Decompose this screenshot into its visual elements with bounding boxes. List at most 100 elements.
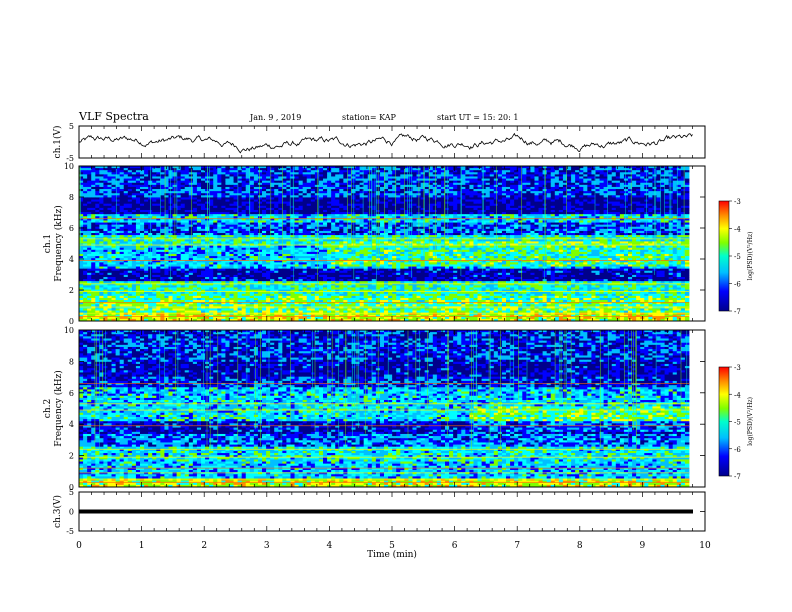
ch1-spectrogram-cell: [140, 178, 145, 182]
ch1-spectrogram-cell: [213, 218, 218, 221]
ch1-spectrogram-cell: [262, 172, 267, 175]
ch1-spectrogram-cell: [408, 218, 413, 221]
ch1-spectrogram-cell: [278, 195, 283, 198]
ch1-spectrogram-cell: [144, 207, 149, 211]
ch1-spectrogram-cell: [201, 216, 206, 219]
ch1-spectrogram-cell: [461, 186, 466, 190]
ch1-spectrogram-cell: [119, 168, 125, 171]
ch1-spectrogram-cell: [676, 199, 682, 202]
ch1-spectrogram-cell: [550, 180, 556, 184]
ch1-spectrogram-cell: [420, 172, 426, 175]
ch1-spectrogram-cell: [237, 176, 243, 179]
ch1-spectrogram-cell: [83, 201, 88, 205]
ch1-spectrogram-cell: [192, 203, 198, 207]
ch1-spectrogram-cell: [445, 212, 450, 215]
ch1-spectrogram-cell: [180, 216, 186, 219]
ch1-spectrogram-cell: [363, 172, 369, 175]
ch1-spectrogram-cell: [164, 193, 169, 196]
ch1-spectrogram-cell: [306, 205, 312, 209]
ch1-spectrogram-cell: [225, 203, 230, 207]
ch1-spectrogram-cell: [656, 178, 661, 182]
ch1-spectrogram-cell: [298, 180, 304, 184]
ch1-spectrogram-cell: [225, 195, 230, 198]
ch1-spectrogram-cell: [327, 216, 332, 219]
ch1-spectrogram-cell: [648, 203, 653, 207]
ch1-spectrogram-cell: [266, 191, 271, 194]
ch1-spectrogram-cell: [676, 176, 682, 179]
ch1-spectrogram-cell: [318, 166, 324, 169]
ch1-spectrogram-cell: [384, 168, 389, 171]
ch1-spectrogram-cell: [257, 209, 263, 213]
ch1-spectrogram-cell: [562, 182, 568, 186]
ch1-spectrogram-cell: [367, 174, 373, 177]
ch1-spectrogram-cell: [640, 186, 645, 190]
ch1-spectrogram-cell: [522, 216, 527, 219]
ch1-spectrogram-cell: [290, 205, 295, 209]
ch1-spectrogram-cell: [432, 205, 438, 209]
ch1-spectrogram-cell: [225, 186, 230, 190]
ch1-spectrogram-cell: [599, 170, 604, 173]
ch1-spectrogram-cell: [449, 186, 454, 190]
ch1-spectrogram-cell: [99, 189, 104, 192]
ch1-spectrogram-cell: [201, 170, 206, 173]
ch1-spectrogram-cell: [363, 214, 369, 217]
ch1-spectrogram-cell: [493, 214, 499, 217]
ch1-spectrogram-cell: [290, 184, 295, 188]
ch1-spectrogram-cell: [465, 199, 470, 202]
ch1-spectrogram-cell: [371, 166, 377, 169]
ch1-spectrogram-cell: [274, 195, 279, 198]
ch1-spectrogram-cell: [412, 186, 417, 190]
ch1-spectrogram-cell: [310, 168, 316, 171]
ch1-spectrogram-cell: [457, 199, 462, 202]
ch1-spectrogram-cell: [587, 214, 592, 217]
ch1-spectrogram-cell: [111, 212, 116, 215]
ch1-spectrogram-cell: [388, 180, 393, 184]
ch1-spectrogram-cell: [257, 174, 263, 177]
ch1-spectrogram-cell: [595, 172, 600, 175]
ch1-spectrogram-cell: [135, 166, 141, 169]
ch1-spectrogram-cell: [579, 201, 584, 205]
ch1-spectrogram-cell: [400, 199, 405, 202]
ch1-spectrogram-cell: [412, 176, 417, 179]
ch1-spectrogram-cell: [477, 201, 482, 205]
ch1-spectrogram-cell: [367, 191, 373, 194]
ch1-spectrogram-cell: [115, 191, 121, 194]
ch1-spectrogram-cell: [367, 178, 373, 182]
ch1-spectrogram-cell: [107, 166, 112, 169]
ch1-spectrogram-cell: [192, 216, 198, 219]
ch1-spectrogram-cell: [156, 207, 161, 211]
ch1-spectrogram-cell: [213, 168, 218, 171]
ch1-spectrogram-cell: [135, 172, 141, 175]
ch1-spectrogram-cell: [530, 176, 535, 179]
ch1-spectrogram-cell: [323, 172, 328, 175]
ch1-spectrogram-cell: [489, 207, 495, 211]
ch1-spectrogram-cell: [558, 180, 564, 184]
ch1-spectrogram-cell: [83, 180, 88, 184]
ch1-spectrogram-cell: [579, 209, 584, 213]
ch1-spectrogram-cell: [636, 172, 641, 175]
ch1-spectrogram-cell: [184, 182, 190, 186]
ch1-spectrogram-cell: [241, 193, 247, 196]
ch1-spectrogram-cell: [306, 207, 312, 211]
ch1-spectrogram-cell: [253, 168, 259, 171]
ch1-spectrogram-cell: [310, 166, 316, 169]
ch1-spectrogram-cell: [510, 191, 515, 194]
ch1-spectrogram-cell: [656, 193, 661, 196]
ch1-spectrogram-cell: [359, 205, 365, 209]
ch1-spectrogram-cell: [575, 166, 580, 169]
ch1-spectrogram-cell: [632, 166, 637, 169]
ch1-spectrogram-cell: [392, 197, 397, 200]
ch1-spectrogram-cell: [680, 201, 686, 205]
ch1-spectrogram-cell: [518, 189, 523, 192]
ch1-spectrogram-cell: [323, 189, 328, 192]
ch1-spectrogram-cell: [290, 209, 295, 213]
ch1-spectrogram-cell: [213, 170, 218, 173]
ch1-spectrogram-cell: [140, 214, 145, 217]
ch1-spectrogram-cell: [192, 172, 198, 175]
ch1-spectrogram-cell: [546, 178, 552, 182]
ch1-spectrogram-cell: [119, 186, 125, 190]
ch1-spectrogram-cell: [489, 212, 495, 215]
ch1-spectrogram-cell: [176, 180, 182, 184]
ch1-spectrogram-cell: [355, 186, 360, 190]
ch1-spectrogram-cell: [396, 168, 401, 171]
